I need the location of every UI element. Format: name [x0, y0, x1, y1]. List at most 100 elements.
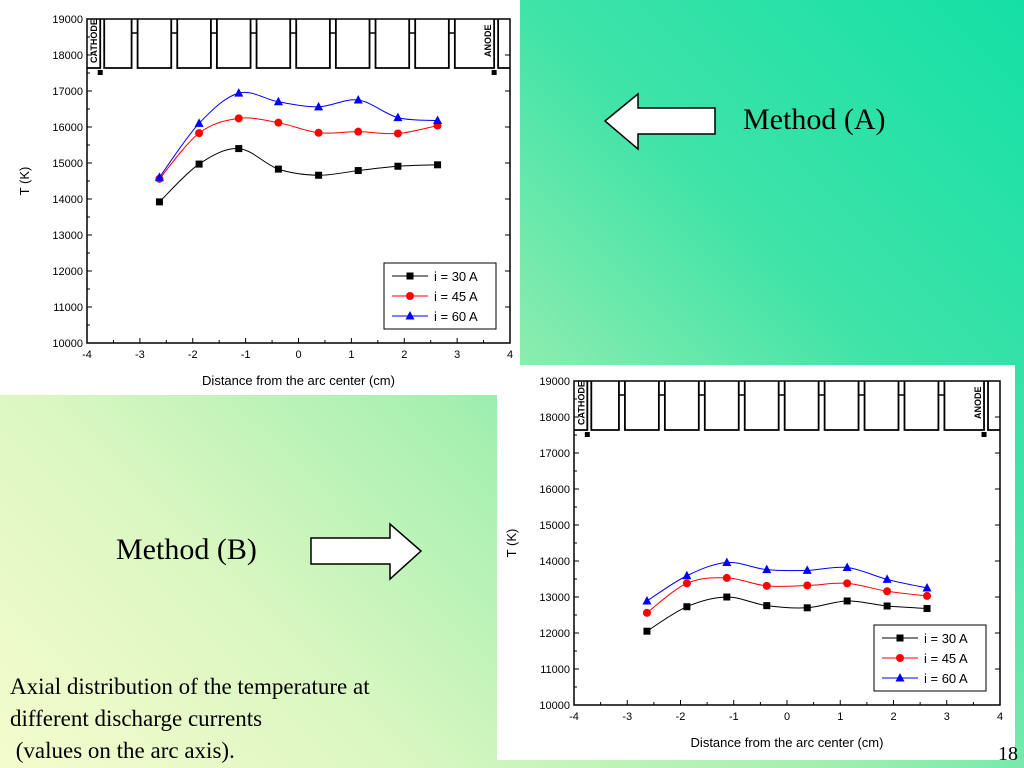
y-axis-label: T (K): [504, 529, 519, 558]
y-tick-label: 12000: [52, 266, 83, 278]
anode-marker: [491, 70, 497, 75]
x-tick-label: -2: [188, 349, 198, 361]
data-point-circle: [896, 654, 904, 662]
x-axis-label: Distance from the arc center (cm): [691, 735, 884, 750]
data-point-circle: [883, 587, 892, 596]
data-point-triangle: [194, 118, 204, 127]
caption-line: Axial distribution of the temperature at: [10, 674, 370, 699]
data-point-square: [195, 160, 203, 168]
data-point-triangle: [433, 115, 443, 125]
data-point-square: [896, 634, 904, 642]
data-point-triangle: [882, 574, 892, 583]
electrode-profile: [87, 19, 510, 69]
x-tick-label: 3: [454, 349, 460, 361]
y-tick-label: 17000: [52, 86, 83, 98]
data-point-triangle: [682, 570, 692, 580]
x-tick-label: 0: [784, 711, 790, 723]
x-axis-label: Distance from the arc center (cm): [202, 373, 395, 388]
data-point-square: [235, 145, 243, 153]
cathode-label: CATHODE: [89, 19, 99, 63]
data-point-square: [354, 167, 362, 175]
electrode-profile: [574, 381, 1000, 431]
data-point-triangle: [314, 101, 324, 111]
caption-line: (values on the arc axis).: [10, 738, 235, 763]
data-point-square: [406, 272, 414, 280]
y-tick-label: 16000: [539, 484, 570, 496]
chart-method-a: CATHODE ANODE 10000 11000 12000 13000 14000 150…: [0, 0, 520, 395]
data-point-circle: [923, 591, 932, 600]
cathode-marker: [97, 70, 103, 75]
x-tick-label: 1: [837, 711, 843, 723]
legend: i = 30 A i = 45 A i = 60 A: [873, 624, 987, 692]
x-tick-label: -3: [135, 349, 145, 361]
chart-method-b-svg: CATHODE ANODE 10000 11000 12000 13000 14000 150…: [504, 376, 1003, 750]
y-tick-label: 19000: [52, 14, 83, 26]
x-tick-label: -4: [569, 711, 579, 723]
y-tick-label: 10000: [52, 338, 83, 350]
y-tick-label: 16000: [52, 122, 83, 134]
data-point-square: [643, 627, 651, 635]
data-point-triangle: [922, 583, 932, 592]
cathode-marker: [584, 432, 590, 437]
cathode-label: CATHODE: [576, 381, 586, 425]
data-point-square: [843, 597, 851, 605]
x-tick-label: 3: [944, 711, 950, 723]
y-tick-label: 18000: [52, 50, 83, 62]
y-tick-label: 18000: [539, 412, 570, 424]
data-point-triangle: [405, 311, 415, 320]
x-tick-label: -4: [82, 349, 92, 361]
method-a-label: Method (A): [743, 103, 886, 136]
legend-entry: i = 60 A: [924, 671, 968, 686]
data-point-square: [763, 602, 771, 610]
data-point-circle: [682, 579, 691, 588]
y-tick-label: 11000: [53, 302, 83, 314]
data-point-circle: [274, 118, 283, 127]
data-point-square: [923, 605, 931, 613]
y-axis-label: T (K): [17, 167, 32, 196]
legend-box: [873, 624, 987, 692]
legend-entry: i = 30 A: [434, 269, 478, 284]
anode-label: ANODE: [973, 386, 983, 419]
legend-entry: i = 45 A: [434, 289, 478, 304]
y-tick-label: 14000: [539, 556, 570, 568]
data-point-circle: [762, 581, 771, 590]
page-number: 18: [998, 743, 1018, 765]
legend-entry: i = 60 A: [434, 309, 478, 324]
data-point-triangle: [762, 564, 772, 574]
data-point-square: [683, 603, 691, 611]
data-point-circle: [642, 608, 651, 617]
data-point-square: [883, 602, 891, 610]
data-point-triangle: [273, 96, 283, 106]
caption-line: different discharge currents: [10, 706, 263, 731]
data-point-circle: [195, 129, 204, 138]
series-line: [159, 148, 438, 203]
y-tick-label: 10000: [539, 700, 570, 712]
data-point-circle: [843, 579, 852, 588]
legend: i = 30 A i = 45 A i = 60 A: [383, 262, 497, 330]
x-tick-label: -2: [676, 711, 686, 723]
method-b-label: Method (B): [116, 533, 257, 566]
y-tick-label: 15000: [52, 158, 83, 170]
legend-entry: i = 45 A: [924, 651, 968, 666]
anode-label: ANODE: [483, 24, 493, 57]
x-tick-label: 0: [295, 349, 301, 361]
data-point-triangle: [802, 565, 812, 574]
data-point-circle: [803, 581, 812, 590]
data-point-triangle: [842, 562, 852, 571]
x-tick-label: -1: [729, 711, 739, 723]
data-point-circle: [393, 129, 402, 138]
y-tick-label: 14000: [52, 194, 83, 206]
data-point-triangle: [722, 557, 732, 566]
data-point-circle: [354, 127, 363, 136]
y-tick-label: 13000: [52, 230, 83, 242]
data-point-circle: [314, 128, 323, 137]
data-point-square: [723, 593, 731, 601]
right-arrow-icon: [310, 522, 423, 581]
x-tick-label: 4: [997, 711, 1003, 723]
data-point-circle: [722, 573, 731, 582]
data-point-triangle: [393, 112, 403, 122]
series-line: [646, 561, 928, 602]
chart-method-a-svg: CATHODE ANODE 10000 11000 12000 13000 14000 150…: [17, 14, 513, 388]
y-tick-label: 19000: [539, 376, 570, 388]
left-arrow-icon: [603, 92, 716, 151]
